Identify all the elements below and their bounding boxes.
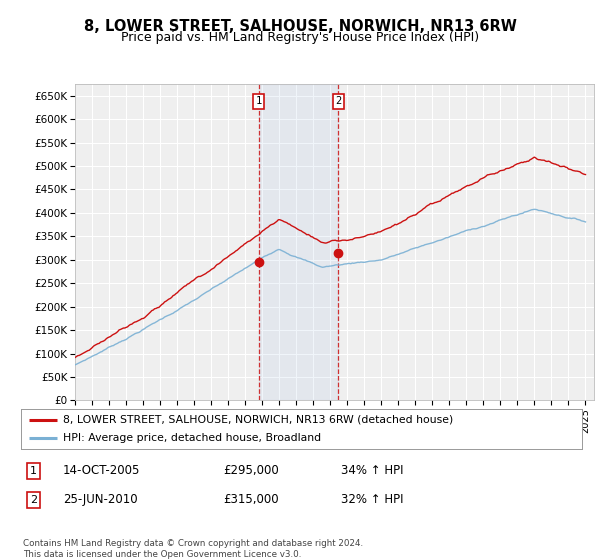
Text: £315,000: £315,000 xyxy=(223,493,278,506)
Text: 1: 1 xyxy=(30,466,37,476)
Text: Contains HM Land Registry data © Crown copyright and database right 2024.
This d: Contains HM Land Registry data © Crown c… xyxy=(23,539,363,559)
Text: 32% ↑ HPI: 32% ↑ HPI xyxy=(341,493,403,506)
Text: 25-JUN-2010: 25-JUN-2010 xyxy=(63,493,138,506)
Text: 2: 2 xyxy=(30,495,37,505)
Bar xyxy=(259,84,338,400)
Text: 14-OCT-2005: 14-OCT-2005 xyxy=(63,464,140,478)
Text: Price paid vs. HM Land Registry's House Price Index (HPI): Price paid vs. HM Land Registry's House … xyxy=(121,31,479,44)
Text: 2: 2 xyxy=(335,96,341,106)
Text: £295,000: £295,000 xyxy=(223,464,279,478)
Text: 8, LOWER STREET, SALHOUSE, NORWICH, NR13 6RW (detached house): 8, LOWER STREET, SALHOUSE, NORWICH, NR13… xyxy=(63,415,454,424)
Text: 8, LOWER STREET, SALHOUSE, NORWICH, NR13 6RW: 8, LOWER STREET, SALHOUSE, NORWICH, NR13… xyxy=(83,19,517,34)
Text: 1: 1 xyxy=(256,96,262,106)
Text: HPI: Average price, detached house, Broadland: HPI: Average price, detached house, Broa… xyxy=(63,433,321,443)
Text: 34% ↑ HPI: 34% ↑ HPI xyxy=(341,464,403,478)
